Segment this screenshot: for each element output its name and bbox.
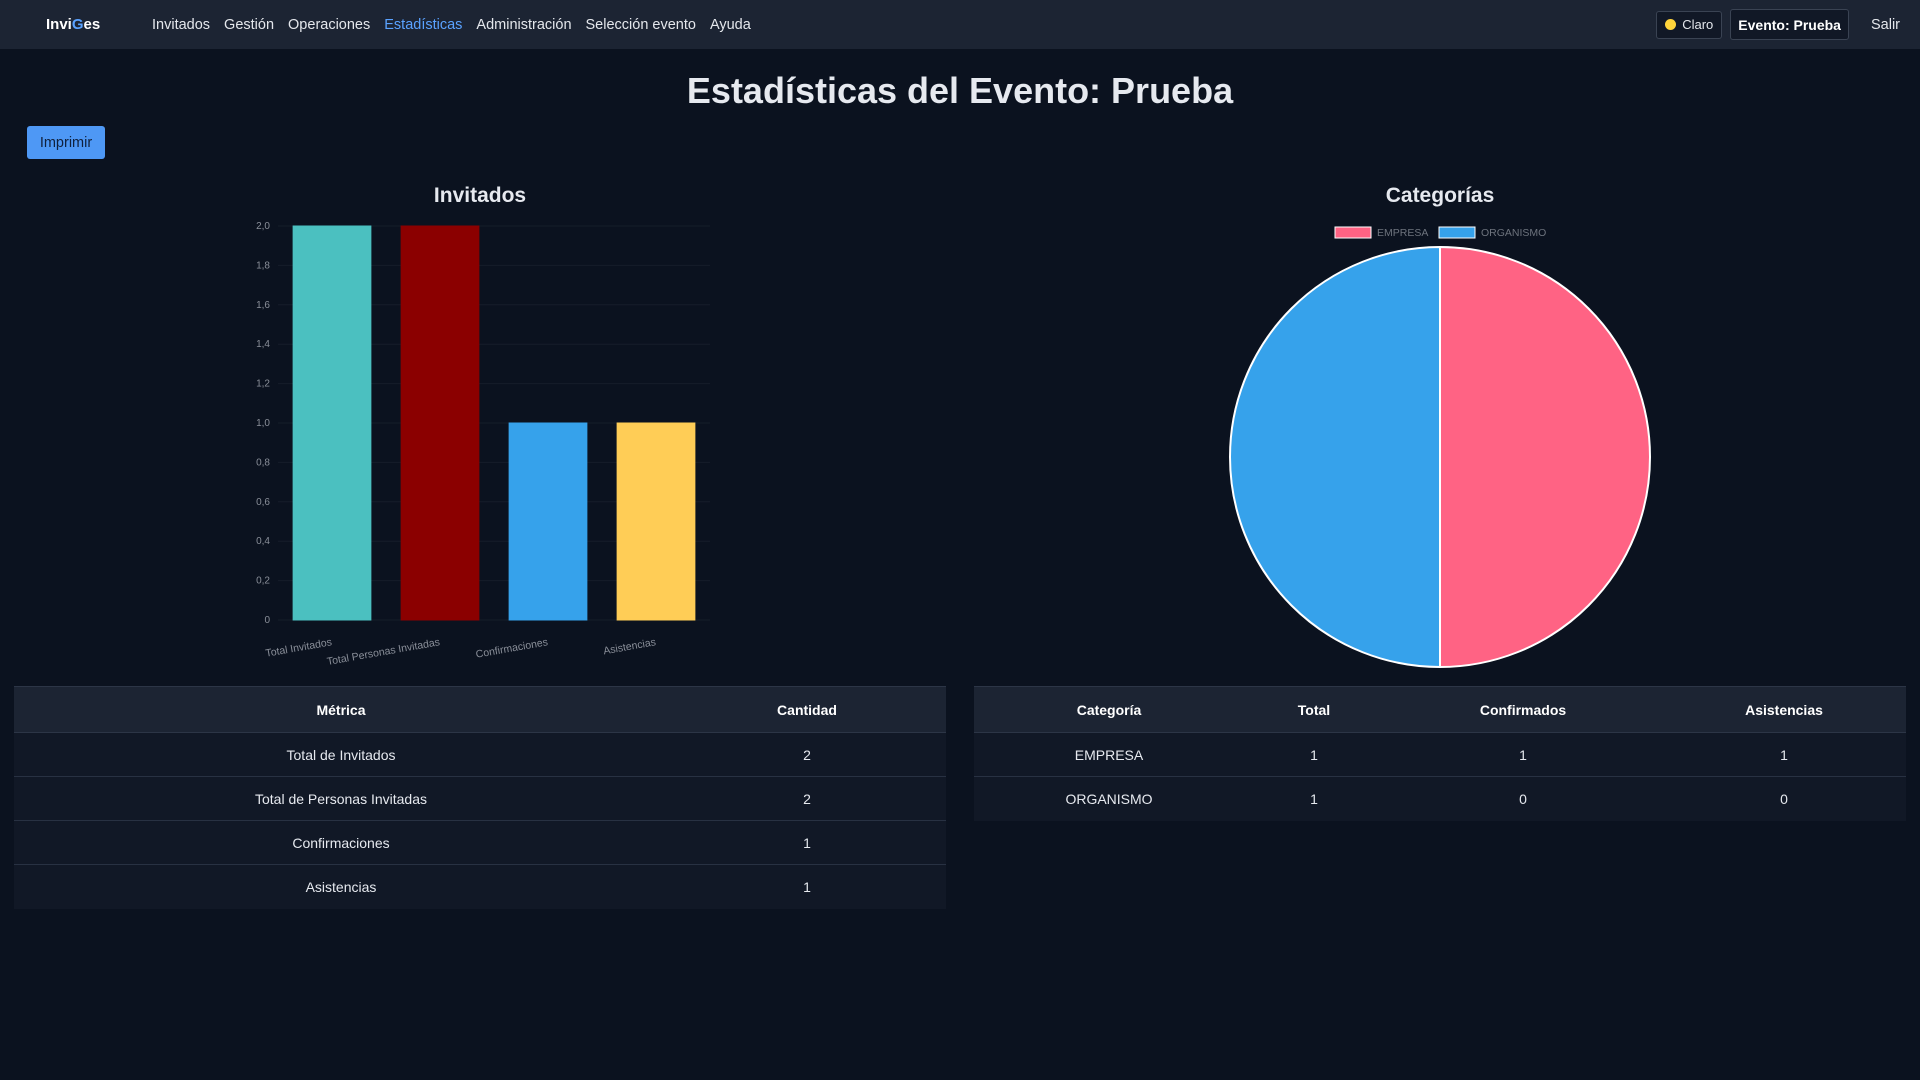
nav-item-invitados[interactable]: Invitados (152, 16, 211, 33)
x-tick-label: Confirmaciones (475, 636, 549, 660)
bar[interactable] (400, 225, 480, 621)
y-tick-label: 1,6 (256, 300, 270, 311)
nav-item-administracion[interactable]: Administración (476, 16, 572, 33)
nav-item-seleccion-evento[interactable]: Selección evento (585, 16, 696, 33)
table-row: ORGANISMO 1 0 0 (974, 776, 1906, 821)
legend-swatch[interactable] (1438, 226, 1476, 239)
metric-value: 1 (668, 820, 946, 865)
y-tick-label: 0,2 (256, 576, 270, 587)
table-header-row: Métrica Cantidad (14, 686, 946, 733)
bar[interactable] (508, 422, 588, 621)
y-tick-label: 0,4 (256, 536, 270, 547)
page-title: Estadísticas del Evento: Prueba (686, 70, 1234, 111)
category-confirmados: 1 (1384, 732, 1662, 777)
legend-label[interactable]: ORGANISMO (1481, 227, 1546, 239)
column-header-total: Total (1244, 686, 1384, 733)
categories-table: Categoría Total Confirmados Asistencias … (974, 686, 1906, 821)
pie-slice[interactable] (1229, 245, 1441, 669)
nav-right: Claro Evento: Prueba Salir (1656, 0, 1900, 49)
y-tick-label: 2,0 (256, 221, 270, 232)
y-tick-label: 1,4 (256, 339, 270, 350)
metrics-table: Métrica Cantidad Total de Invitados 2 To… (14, 686, 946, 909)
y-tick-label: 0 (264, 615, 270, 626)
main-nav: Invitados Gestión Operaciones Estadístic… (145, 0, 758, 49)
metric-name: Confirmaciones (14, 820, 668, 865)
nav-item-operaciones[interactable]: Operaciones (288, 16, 371, 33)
brand-part1: Invi (46, 16, 72, 33)
table-row: Total de Personas Invitadas 2 (14, 776, 946, 821)
metric-name: Total de Invitados (14, 732, 668, 777)
bar-chart-title: Invitados (433, 184, 527, 207)
category-total: 1 (1244, 776, 1384, 821)
category-asistencias: 0 (1662, 776, 1906, 821)
table-row: Total de Invitados 2 (14, 732, 946, 777)
x-tick-label: Total Invitados (265, 636, 333, 659)
metric-value: 2 (668, 776, 946, 821)
logout-link[interactable]: Salir (1870, 16, 1900, 33)
nav-item-gestion[interactable]: Gestión (224, 16, 275, 33)
category-confirmados: 0 (1384, 776, 1662, 821)
x-tick-label: Asistencias (602, 636, 656, 657)
column-header-confirmados: Confirmados (1384, 686, 1662, 733)
y-tick-label: 1,8 (256, 260, 270, 271)
category-asistencias: 1 (1662, 732, 1906, 777)
metric-value: 2 (668, 732, 946, 777)
theme-toggle-label: Claro (1682, 17, 1714, 32)
metric-value: 1 (668, 864, 946, 909)
legend-swatch[interactable] (1334, 226, 1372, 239)
brand-part2: G (71, 16, 84, 33)
nav-item-ayuda[interactable]: Ayuda (709, 16, 751, 33)
metric-name: Total de Personas Invitadas (14, 776, 668, 821)
column-header-cantidad: Cantidad (668, 686, 946, 733)
print-button[interactable]: Imprimir (27, 126, 105, 159)
pie-slice[interactable] (1439, 245, 1651, 669)
y-tick-label: 0,8 (256, 457, 270, 468)
column-header-asistencias: Asistencias (1662, 686, 1906, 733)
y-tick-label: 1,2 (256, 379, 270, 390)
column-header-metrica: Métrica (14, 686, 668, 733)
y-tick-label: 1,0 (256, 418, 270, 429)
category-name: EMPRESA (974, 732, 1244, 777)
pie-chart-title: Categorías (1385, 184, 1495, 207)
brand-part3: es (83, 16, 101, 33)
legend-label[interactable]: EMPRESA (1377, 227, 1428, 239)
category-total: 1 (1244, 732, 1384, 777)
bar-chart: 0 0,2 0,4 0,6 0,8 1,0 1,2 1,4 1,6 1,8 2,0 Total Inv… (256, 221, 710, 668)
table-row: Asistencias 1 (14, 864, 946, 909)
x-tick-label: Total Personas Invitadas (326, 636, 441, 668)
sun-icon (1665, 19, 1677, 30)
table-header-row: Categoría Total Confirmados Asistencias (974, 686, 1906, 733)
bar[interactable] (616, 422, 696, 621)
table-row: Confirmaciones 1 (14, 820, 946, 865)
pie-chart: EMPRESA ORGANISMO (1229, 226, 1651, 669)
metric-name: Asistencias (14, 864, 668, 909)
theme-toggle-button[interactable]: Claro (1656, 10, 1723, 39)
nav-item-estadisticas[interactable]: Estadísticas (384, 16, 463, 33)
bar[interactable] (292, 225, 372, 621)
table-row: EMPRESA 1 1 1 (974, 732, 1906, 777)
current-event-button[interactable]: Evento: Prueba (1730, 9, 1849, 40)
category-name: ORGANISMO (974, 776, 1244, 821)
column-header-categoria: Categoría (974, 686, 1244, 733)
y-tick-label: 0,6 (256, 497, 270, 508)
